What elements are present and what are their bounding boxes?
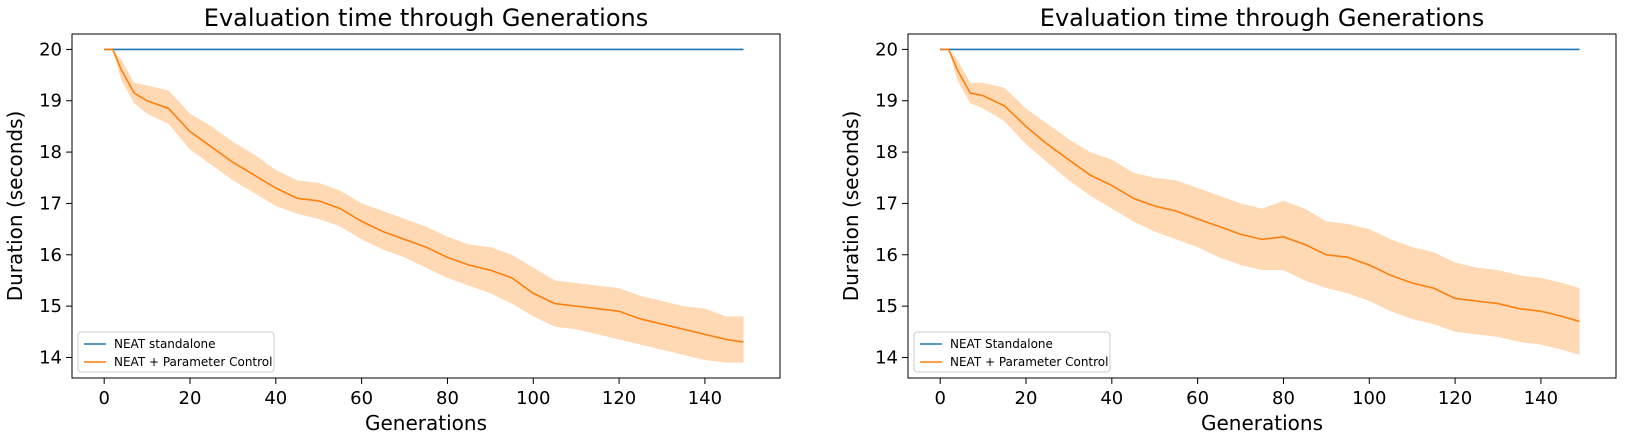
y-tick-label: 18 [39,142,62,163]
y-tick-label: 18 [875,142,898,163]
y-tick-label: 19 [39,91,62,112]
x-tick-label: 60 [350,388,373,409]
legend-box [913,331,1111,373]
y-tick-label: 15 [875,296,898,317]
x-tick-label: 0 [98,388,109,409]
series-line-2 [104,48,744,343]
x-tick-label: 80 [1272,388,1295,409]
legend-entry-2: NEAT + Parameter Control [114,355,272,369]
y-tick-label: 17 [39,193,62,214]
x-tick-label: 20 [1015,388,1038,409]
chart-title: Evaluation time through Generations [1040,4,1484,32]
chart-1: 0 20 40 60 80 100 120 140 14 15 16 17 18 19 20 Evaluati… [3,4,781,435]
x-tick-label: 100 [1352,388,1386,409]
y-tick-label: 20 [39,39,62,60]
legend-box [77,331,275,373]
legend-entry-1: NEAT Standalone [950,337,1053,351]
y-tick-label: 14 [875,347,898,368]
chart-2: 0 20 40 60 80 100 120 140 14 15 16 17 18 19 20 Evaluati… [839,4,1617,435]
plot-frame [907,33,1617,379]
x-tick-label: 80 [436,388,459,409]
legend-entry-1: NEAT standalone [114,337,216,351]
y-tick-label: 17 [875,193,898,214]
x-tick-label: 120 [602,388,636,409]
x-tick-label: 120 [1438,388,1472,409]
x-tick-label: 20 [179,388,202,409]
x-tick-label: 140 [688,388,722,409]
legend: NEAT Standalone NEAT + Parameter Control [913,331,1111,373]
x-tick-label: 100 [516,388,550,409]
x-axis-label: Generations [365,411,487,435]
series-band-2 [104,49,744,363]
y-tick-label: 16 [39,245,62,266]
y-axis-label: Duration (seconds) [3,111,27,302]
y-tick-label: 15 [39,296,62,317]
y-axis-label: Duration (seconds) [839,111,863,302]
legend-entry-2: NEAT + Parameter Control [950,355,1108,369]
x-tick-label: 40 [1100,388,1123,409]
y-tick-label: 16 [875,245,898,266]
y-tick-label: 19 [875,91,898,112]
x-tick-label: 40 [264,388,287,409]
plot-frame [71,33,781,379]
series-line-2 [940,48,1580,323]
chart-title: Evaluation time through Generations [204,4,648,32]
y-tick-label: 20 [875,39,898,60]
x-tick-label: 140 [1524,388,1558,409]
x-tick-label: 60 [1186,388,1209,409]
series-band-2 [940,49,1580,355]
y-tick-label: 14 [39,347,62,368]
x-tick-label: 0 [934,388,945,409]
legend: NEAT standalone NEAT + Parameter Control [77,331,275,373]
x-axis-label: Generations [1201,411,1323,435]
